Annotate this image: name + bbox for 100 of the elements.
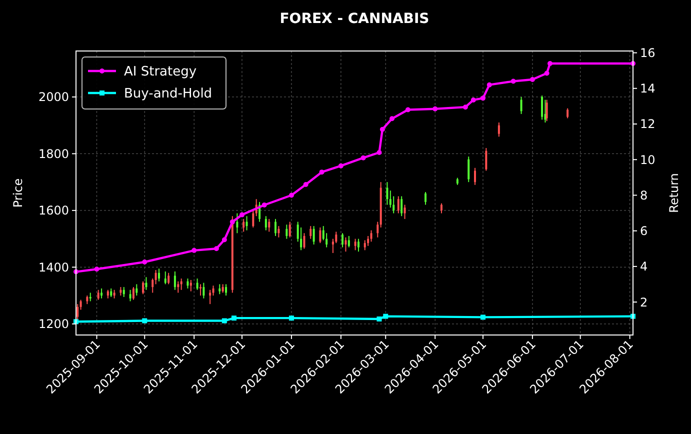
y2-axis-title: Return (667, 173, 681, 213)
y2-tick-label: 12 (640, 117, 656, 132)
candlestick (424, 192, 427, 206)
point (480, 314, 486, 320)
legend-label: AI Strategy (124, 64, 197, 80)
point (319, 170, 324, 175)
candlestick (312, 226, 315, 245)
candlestick (546, 99, 548, 122)
point (360, 155, 366, 160)
point (142, 318, 148, 324)
y-tick-label: 1800 (38, 146, 69, 161)
candlestick (199, 284, 202, 296)
point (548, 60, 553, 66)
candlestick (440, 202, 442, 214)
candlestick (236, 212, 238, 234)
y-tick-label: 1400 (38, 260, 69, 274)
candlestick (97, 289, 100, 300)
candlestick (319, 226, 322, 244)
candlestick (397, 196, 400, 214)
candlestick (145, 276, 148, 290)
candlestick (364, 240, 366, 251)
candlestick (367, 235, 370, 246)
candlestick (174, 270, 176, 290)
point (486, 82, 492, 88)
candlestick (386, 182, 388, 206)
point (470, 97, 476, 102)
point (94, 266, 100, 272)
candlestick (168, 272, 170, 285)
candlestick (202, 282, 205, 299)
chart-title: FOREX - CANNABIS (280, 11, 430, 27)
candlestick (132, 286, 134, 300)
y2-tick-label: 6 (640, 224, 648, 238)
candlestick (520, 96, 522, 114)
candlestick (344, 236, 347, 252)
candlestick (218, 284, 221, 295)
point (480, 96, 486, 101)
candlestick (357, 238, 360, 252)
candlestick (303, 232, 306, 250)
y2-tick-label: 10 (640, 152, 656, 167)
candlestick (342, 232, 344, 248)
candlestick (154, 270, 157, 285)
y2-tick-label: 4 (640, 260, 648, 274)
candlestick (286, 224, 288, 240)
point (288, 316, 294, 321)
y-tick-label: 2000 (38, 90, 69, 104)
candlestick (485, 148, 488, 172)
candlestick (404, 204, 406, 220)
y-tick-label: 1200 (38, 317, 69, 332)
candlestick (80, 299, 82, 310)
candlestick (100, 288, 103, 299)
candlestick (225, 284, 228, 296)
point (376, 150, 382, 155)
candlestick (268, 218, 270, 232)
candlestick (142, 280, 144, 295)
candlestick (376, 221, 379, 238)
candlestick (164, 270, 166, 285)
y-axis-title: Price (11, 178, 25, 208)
candlestick (278, 226, 280, 238)
candlestick (136, 284, 138, 296)
point (214, 246, 219, 252)
candlestick (400, 196, 403, 217)
candlestick (541, 95, 544, 120)
candlestick (177, 280, 180, 294)
point (232, 316, 237, 321)
point (530, 76, 535, 82)
candlestick (288, 221, 291, 238)
point (239, 212, 244, 218)
candlestick (186, 278, 189, 289)
candlestick (544, 99, 546, 123)
point (338, 163, 344, 168)
candlestick (129, 289, 132, 302)
candlestick (354, 238, 356, 251)
point (230, 219, 235, 224)
candlestick (566, 108, 569, 119)
candlestick (242, 218, 245, 232)
candlestick (152, 278, 154, 294)
point (380, 126, 385, 132)
point (432, 106, 438, 112)
point (462, 104, 468, 110)
y2-tick-label: 2 (640, 295, 648, 310)
candlestick (212, 285, 214, 296)
point (390, 116, 395, 122)
candlestick (158, 268, 160, 282)
candlestick (274, 218, 276, 236)
candlestick (76, 304, 79, 320)
candlestick (246, 216, 248, 231)
point (383, 314, 388, 319)
y-tick-label: 1600 (38, 204, 69, 218)
point (288, 192, 294, 198)
candlestick (264, 216, 267, 231)
point (544, 70, 550, 76)
candlestick (498, 122, 500, 138)
y2-tick-label: 16 (640, 46, 656, 60)
legend-label: Buy-and-Hold (124, 86, 212, 102)
y2-tick-label: 8 (640, 188, 648, 202)
candlestick (468, 156, 470, 183)
candlestick (122, 286, 125, 298)
candlestick (310, 226, 312, 240)
candlestick (474, 167, 476, 186)
candlestick (370, 230, 372, 242)
